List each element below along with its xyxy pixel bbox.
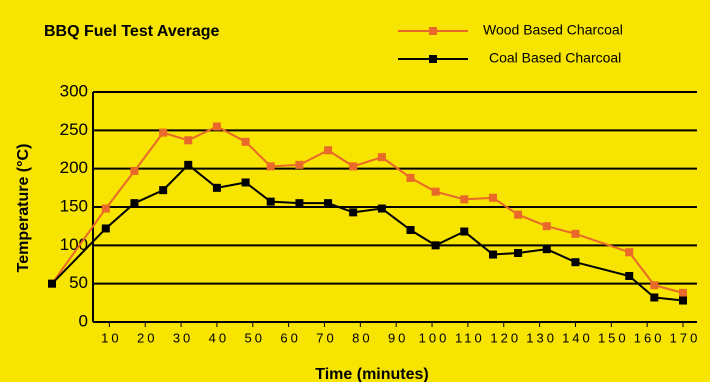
point [431,241,440,250]
point [571,258,580,267]
point [625,272,634,280]
point [349,162,358,171]
x-tick-label: 60 [280,330,300,345]
point [295,199,304,208]
point [377,204,386,213]
point [130,166,139,175]
point [377,153,386,162]
legend-label: Wood Based Charcoal [483,22,623,38]
point [241,137,250,146]
point [324,146,333,155]
x-tick-label: 10 [101,330,121,345]
point [542,222,551,231]
point [679,296,687,305]
point [266,162,275,171]
x-tick-label: 50 [245,330,265,345]
point [460,227,469,236]
point [212,122,221,131]
point [406,226,415,234]
series-line [51,163,684,302]
x-tick-label: 30 [173,330,193,345]
x-tick-label: 130 [526,330,557,345]
x-tick-label: 160 [634,330,665,345]
point [650,281,659,290]
x-tick-label: 80 [352,330,372,345]
point [48,279,56,288]
point [679,288,687,297]
point [406,173,415,182]
point [514,210,523,219]
point [431,187,440,196]
point [159,128,168,137]
x-tick-label: 70 [316,330,336,345]
point [184,136,193,145]
x-tick-label: 170 [670,330,701,345]
series-line [51,125,684,294]
x-axis-label: Time (minutes) [315,366,429,382]
y-axis-label: Temperature (°C) [15,144,32,273]
y-tick-label: 300 [60,81,88,100]
point [625,248,634,257]
point [488,250,497,259]
legend-marker [429,55,437,63]
legend-label: Coal Based Charcoal [489,50,621,66]
point [571,229,580,238]
point [159,186,168,195]
y-tick-label: 200 [60,158,88,177]
y-tick-label: 50 [69,273,88,292]
x-tick-label: 110 [455,330,485,345]
x-tick-label: 90 [388,330,408,345]
point [212,183,221,192]
point [460,195,469,204]
y-tick-label: 150 [60,196,88,215]
point [295,160,304,169]
x-tick-label: 150 [598,330,629,345]
legend-marker [429,27,437,35]
point [514,249,523,257]
y-tick-label: 250 [60,120,88,139]
x-tick-label: 40 [209,330,229,345]
x-tick-label: 120 [490,330,521,345]
point [101,224,110,233]
point [101,204,110,213]
point [542,245,551,254]
x-tick-label: 100 [419,330,450,345]
chart-title: BBQ Fuel Test Average [44,23,220,40]
point [650,293,659,302]
point [349,208,358,217]
x-tick-label: 20 [137,330,157,345]
point [241,178,250,187]
y-tick-label: 0 [79,311,88,330]
point [184,160,193,169]
x-tick-label: 140 [562,330,593,345]
point [488,193,497,202]
point [324,199,333,208]
point [266,197,275,206]
y-tick-label: 100 [60,235,88,254]
point [130,199,139,208]
